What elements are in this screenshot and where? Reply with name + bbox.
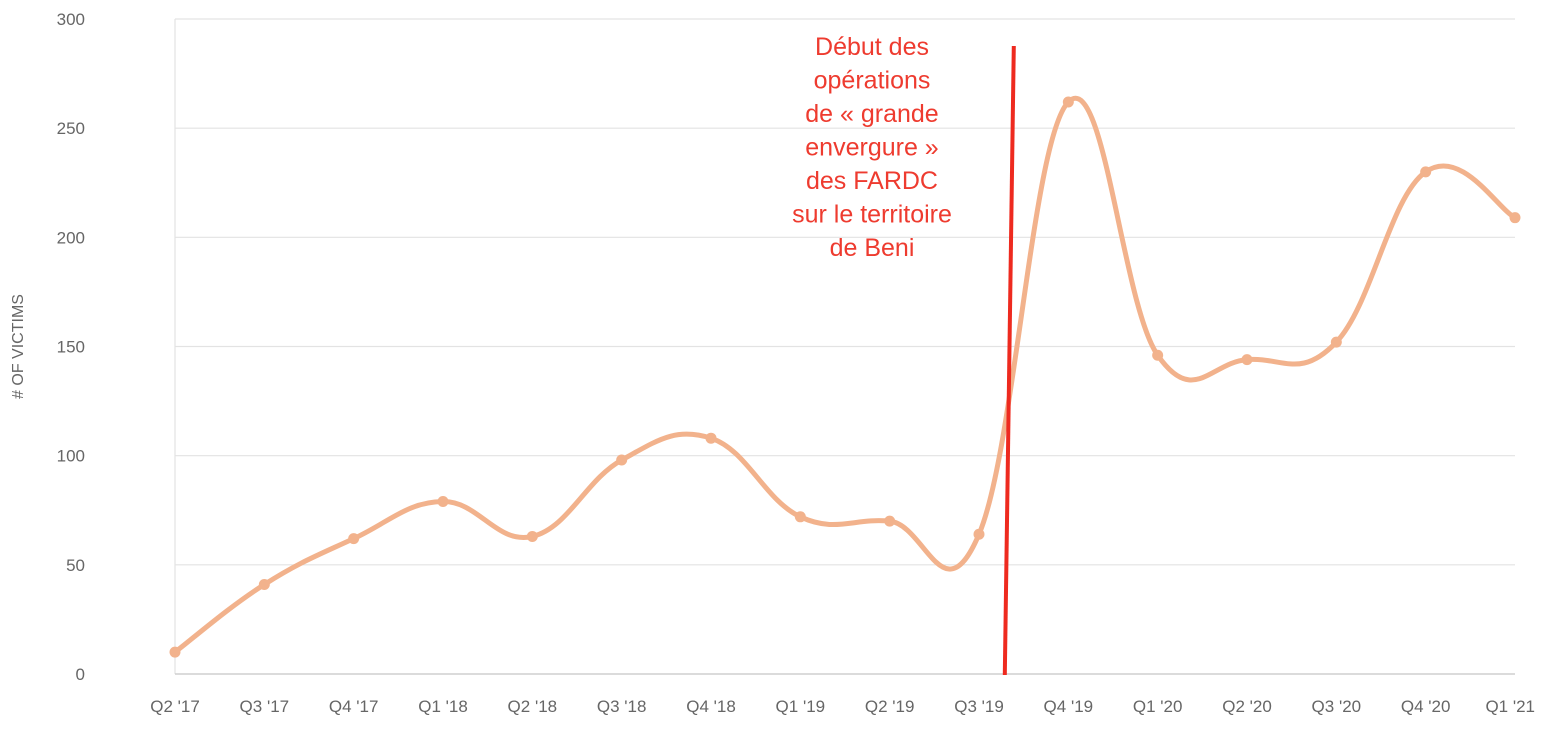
data-point xyxy=(1241,354,1253,366)
x-tick-label: Q4 '17 xyxy=(329,697,379,716)
data-point xyxy=(1420,166,1432,178)
y-tick-label: 150 xyxy=(57,338,85,357)
data-point xyxy=(258,578,270,590)
x-tick-label: Q4 '19 xyxy=(1044,697,1094,716)
data-point xyxy=(705,432,717,444)
annotation-text-line: opérations xyxy=(814,67,931,95)
x-tick-label: Q1 '20 xyxy=(1133,697,1183,716)
x-tick-label: Q3 '18 xyxy=(597,697,647,716)
annotation-marker-line xyxy=(1002,45,1016,676)
data-point xyxy=(169,646,181,658)
annotation-text-line: envergure » xyxy=(805,134,938,162)
annotation-text-line: Début des xyxy=(815,33,929,61)
data-point xyxy=(1509,212,1521,224)
data-point xyxy=(1062,96,1074,108)
x-tick-label: Q3 '20 xyxy=(1312,697,1362,716)
gridlines xyxy=(174,18,1515,674)
x-tick-label: Q2 '17 xyxy=(150,697,200,716)
annotation-text-line: des FARDC xyxy=(806,167,938,195)
x-tick-label: Q2 '19 xyxy=(865,697,915,716)
x-tick-label: Q3 '19 xyxy=(954,697,1004,716)
x-tick-label: Q2 '18 xyxy=(508,697,558,716)
y-tick-label: 50 xyxy=(66,556,85,575)
x-tick-label: Q4 '20 xyxy=(1401,697,1451,716)
y-tick-labels: 0 50 100 150 200 250 300 xyxy=(57,10,85,684)
x-tick-label: Q1 '18 xyxy=(418,697,468,716)
x-tick-label: Q2 '20 xyxy=(1222,697,1272,716)
x-tick-label: Q4 '18 xyxy=(686,697,736,716)
x-tick-labels: Q2 '17 Q3 '17 Q4 '17 Q1 '18 Q2 '18 Q3 '18 Q4 '… xyxy=(150,697,1535,716)
x-tick-label: Q3 '17 xyxy=(240,697,290,716)
data-point xyxy=(437,496,449,508)
annotation-text-line: sur le territoire xyxy=(792,201,952,229)
data-point xyxy=(1330,336,1342,348)
annotation-text: Début des opérations de « grande envergure … xyxy=(792,33,952,262)
data-point xyxy=(884,515,896,527)
y-tick-label: 0 xyxy=(76,665,85,684)
y-axis-title: # OF VICTIMS xyxy=(10,294,27,399)
annotation-text-line: de Beni xyxy=(830,234,915,262)
data-point xyxy=(526,530,538,542)
y-tick-label: 250 xyxy=(57,119,85,138)
data-points xyxy=(169,96,1521,658)
data-point xyxy=(794,511,806,523)
x-tick-label: Q1 '19 xyxy=(776,697,826,716)
x-tick-label: Q1 '21 xyxy=(1485,697,1535,716)
annotation-text-line: de « grande xyxy=(805,100,938,128)
y-tick-label: 100 xyxy=(57,447,85,466)
data-point xyxy=(348,533,360,545)
y-tick-label: 300 xyxy=(57,10,85,29)
data-point xyxy=(616,454,628,466)
data-point xyxy=(1152,349,1164,361)
y-tick-label: 200 xyxy=(57,228,85,247)
data-point xyxy=(973,528,985,540)
